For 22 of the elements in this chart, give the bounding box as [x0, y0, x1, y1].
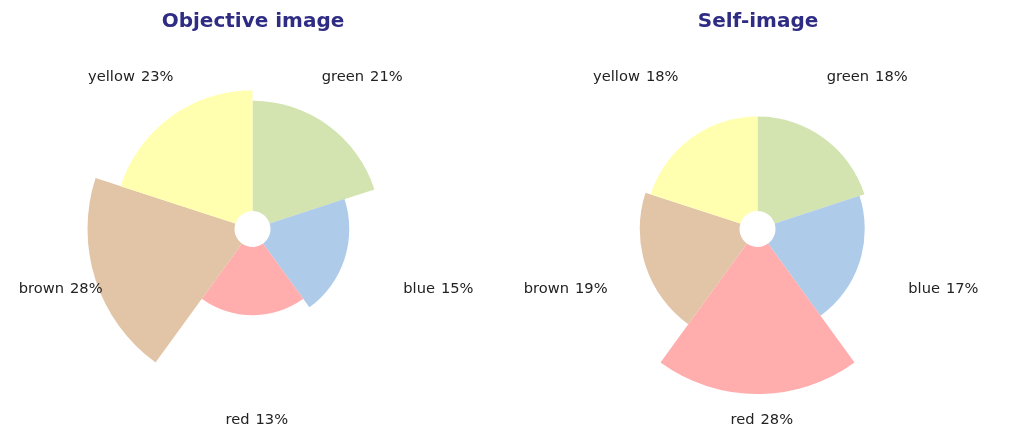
category-label: red [225, 410, 250, 428]
data-label: 18% [645, 67, 679, 85]
data-label: 13% [255, 410, 289, 428]
data-label: 23% [140, 67, 174, 85]
category-label: red [730, 410, 755, 428]
data-label: 18% [875, 67, 908, 85]
category-label: yellow [593, 67, 640, 85]
text: Objective image [161, 7, 345, 32]
data-label: 28% [760, 410, 794, 428]
category-label: green [826, 67, 870, 85]
data-label: 28% [70, 279, 103, 297]
category-label: brown [18, 279, 65, 297]
category-label: brown [523, 279, 570, 297]
category-label: blue [403, 279, 435, 297]
category-label: yellow [88, 67, 135, 85]
data-label: 21% [370, 67, 403, 85]
data-label: 17% [945, 279, 979, 297]
category-label: blue [908, 279, 940, 297]
data-label: 19% [575, 279, 608, 297]
category-label: green [321, 67, 365, 85]
data-label: 15% [440, 279, 474, 297]
text: Self-image [697, 7, 819, 32]
